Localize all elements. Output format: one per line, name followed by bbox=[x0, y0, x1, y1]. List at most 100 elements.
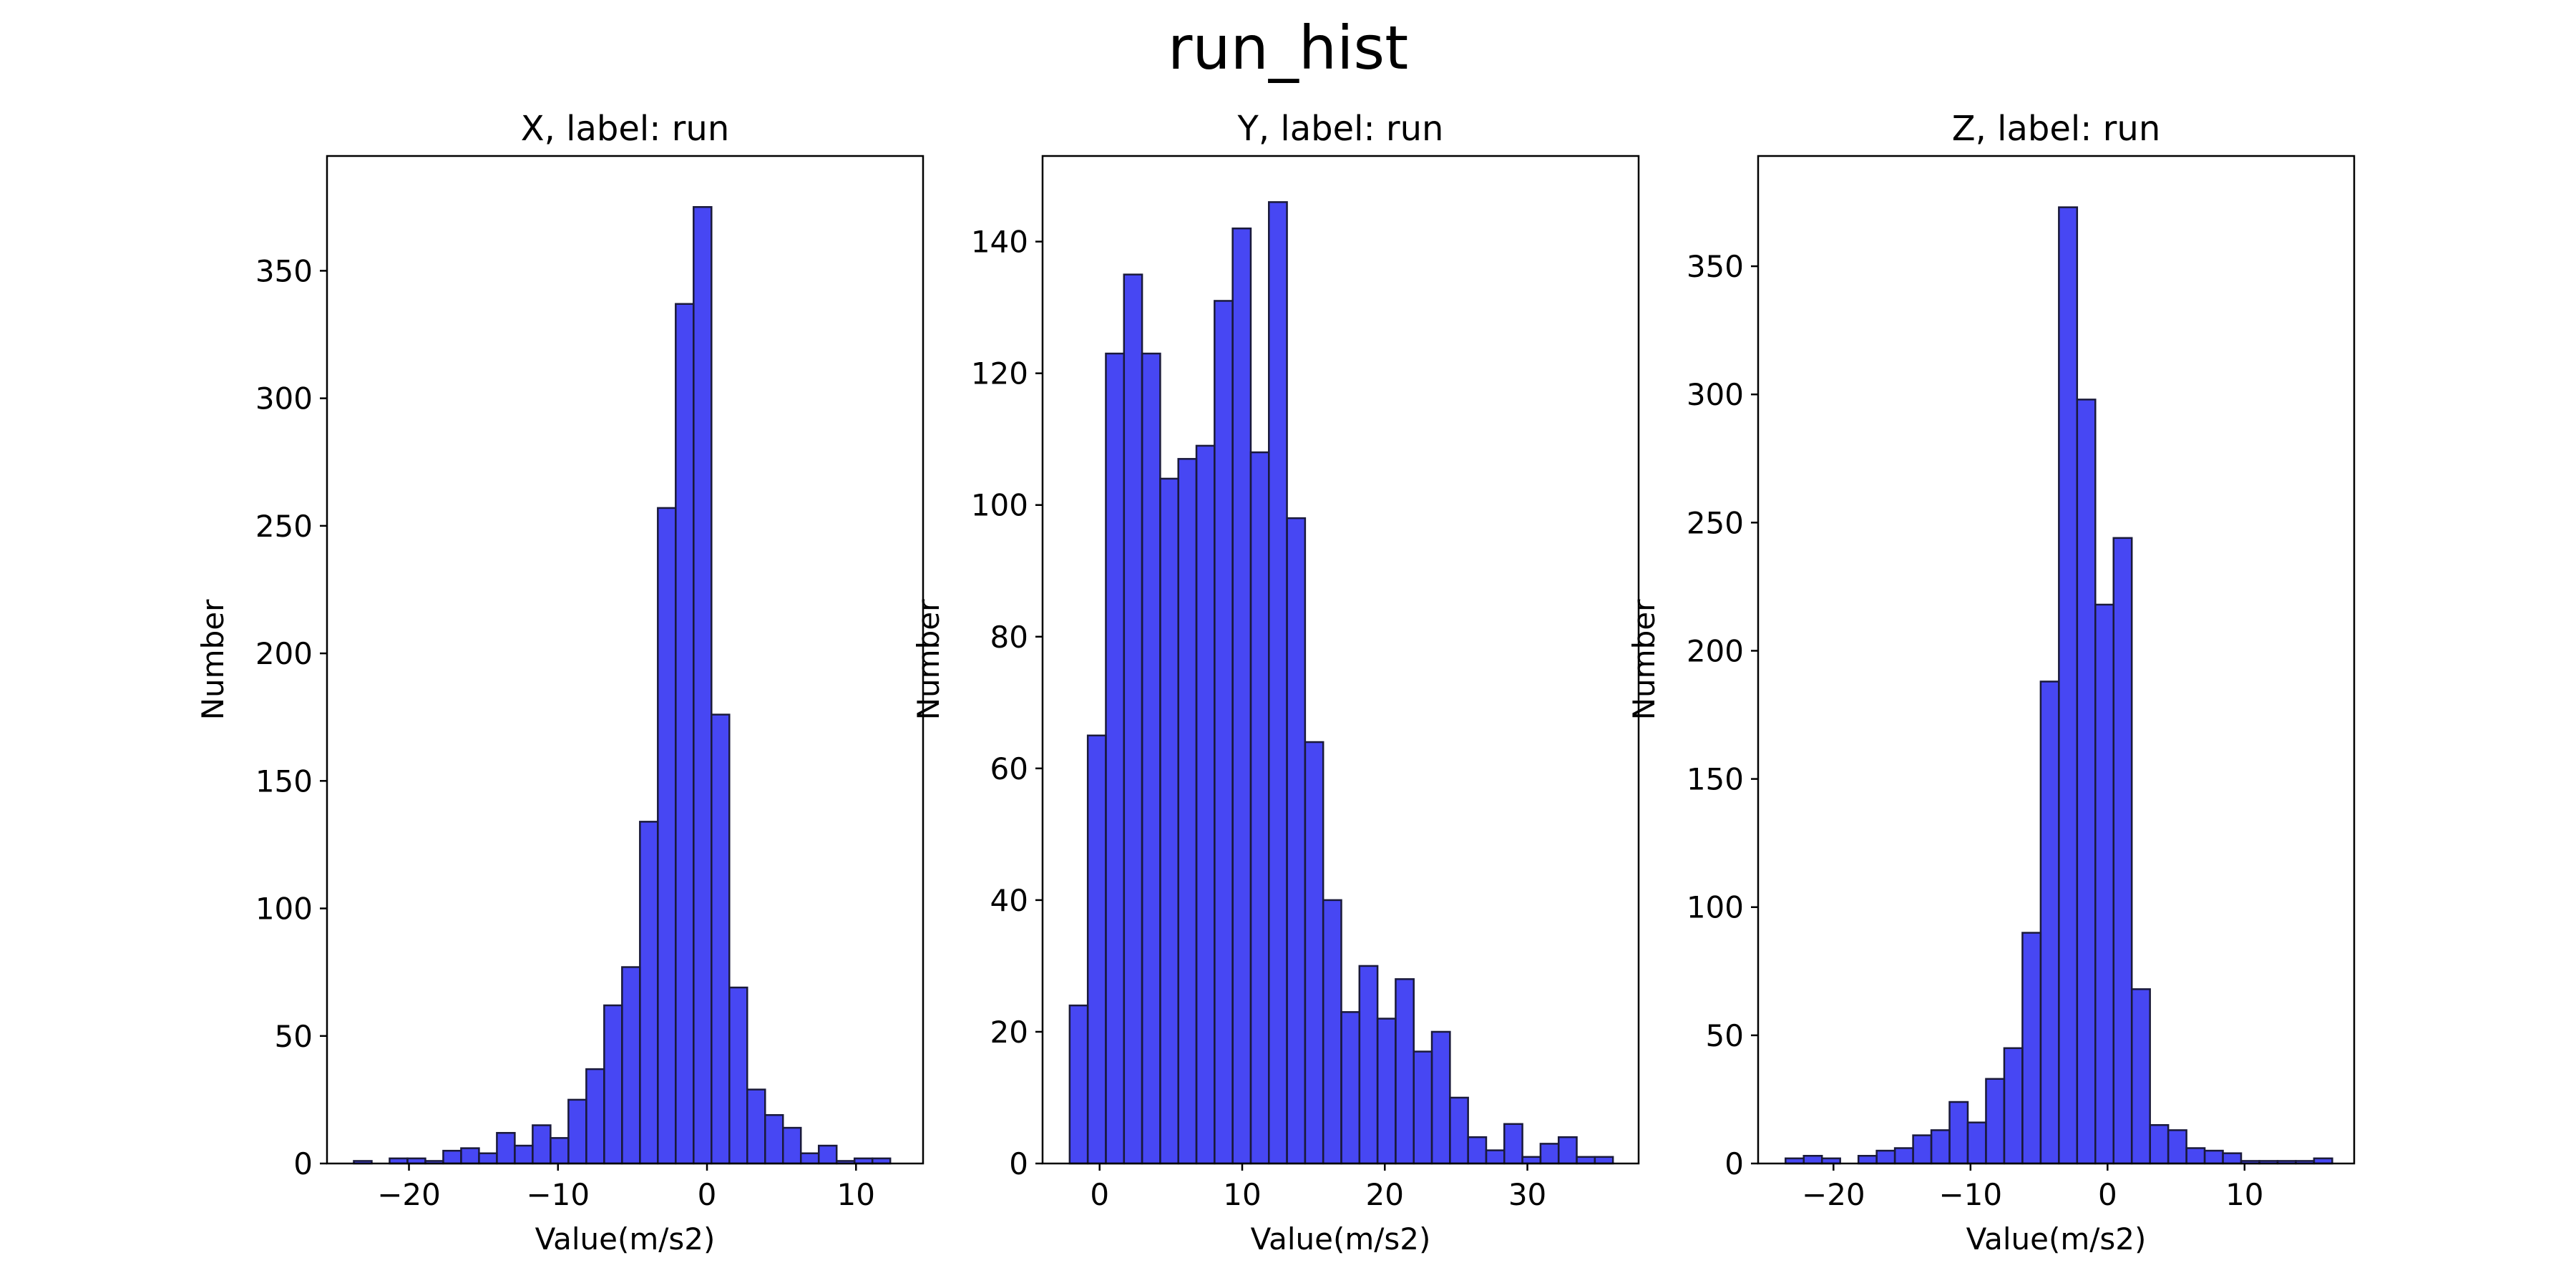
histogram-bar bbox=[2003, 1047, 2024, 1165]
axes-frame bbox=[1041, 155, 1640, 1165]
histogram-bar bbox=[675, 303, 695, 1165]
histogram-bar bbox=[1893, 1147, 1914, 1165]
y-tick-label: 120 bbox=[971, 356, 1028, 391]
y-tick-label: 300 bbox=[1687, 377, 1744, 412]
x-axis-label: Value(m/s2) bbox=[1966, 1221, 2147, 1257]
subplot-title: X, label: run bbox=[521, 109, 730, 149]
histogram-bar bbox=[496, 1131, 516, 1165]
histogram-bar bbox=[1539, 1143, 1560, 1165]
histogram-bar bbox=[442, 1149, 462, 1165]
histogram-bar bbox=[2203, 1149, 2224, 1165]
x-tick-label: −10 bbox=[526, 1177, 590, 1212]
histogram-bar bbox=[550, 1137, 570, 1165]
histogram-bar bbox=[1123, 273, 1143, 1165]
histogram-bar bbox=[1449, 1096, 1469, 1165]
y-tick-label: 50 bbox=[1706, 1018, 1744, 1053]
y-tick-label: 80 bbox=[990, 620, 1028, 655]
histogram-bar bbox=[1286, 517, 1307, 1165]
histogram-bar bbox=[1485, 1149, 1506, 1165]
histogram-bar bbox=[1802, 1155, 1823, 1165]
axes-frame bbox=[326, 155, 924, 1165]
histogram-bar bbox=[2130, 988, 2151, 1165]
histogram-bar bbox=[1086, 734, 1107, 1165]
y-tick-label: 0 bbox=[293, 1146, 313, 1181]
histogram-bar bbox=[1912, 1134, 1933, 1165]
histogram-bar bbox=[1467, 1136, 1488, 1165]
x-axis-label: Value(m/s2) bbox=[1251, 1221, 1431, 1257]
histogram-bar bbox=[2094, 603, 2114, 1165]
histogram-bar bbox=[460, 1147, 480, 1165]
histogram-bar bbox=[1985, 1078, 2006, 1165]
histogram-bar bbox=[1358, 965, 1379, 1165]
y-tick-label: 150 bbox=[255, 763, 313, 799]
y-tick-label: 250 bbox=[255, 509, 313, 544]
histogram-bar bbox=[2112, 537, 2133, 1165]
histogram-bar bbox=[817, 1144, 838, 1165]
y-tick-label: 100 bbox=[1687, 890, 1744, 925]
y-tick-label: 20 bbox=[990, 1015, 1028, 1050]
histogram-bar bbox=[514, 1144, 534, 1165]
histogram-bar bbox=[1068, 1004, 1089, 1165]
y-tick-label: 150 bbox=[1687, 762, 1744, 797]
histogram-bar bbox=[1503, 1123, 1523, 1165]
histogram-bar bbox=[1195, 444, 1216, 1165]
y-axis-label: Number bbox=[911, 599, 946, 720]
histogram-bar bbox=[585, 1068, 605, 1165]
histogram-bar bbox=[2039, 680, 2060, 1165]
y-tick-label: 60 bbox=[990, 751, 1028, 786]
histogram-bar bbox=[2149, 1124, 2170, 1165]
histogram-bar bbox=[621, 966, 641, 1165]
histogram-bar bbox=[1430, 1030, 1451, 1165]
histogram-bar bbox=[1376, 1018, 1397, 1165]
y-tick-label: 200 bbox=[255, 636, 313, 671]
axes-frame bbox=[1757, 155, 2356, 1165]
x-tick-label: −10 bbox=[1938, 1177, 2002, 1212]
histogram-bar bbox=[711, 713, 731, 1165]
subplot-title: Y, label: run bbox=[1237, 109, 1444, 149]
y-tick-label: 50 bbox=[275, 1019, 313, 1054]
histogram-bar bbox=[1304, 741, 1324, 1165]
x-tick-label: 20 bbox=[1366, 1177, 1404, 1212]
histogram-bar bbox=[1557, 1136, 1578, 1165]
y-tick-label: 0 bbox=[1009, 1146, 1028, 1181]
histogram-bar bbox=[728, 986, 748, 1165]
histogram-bar bbox=[639, 821, 659, 1165]
histogram-bar bbox=[2167, 1129, 2187, 1165]
histogram-bar bbox=[567, 1098, 587, 1165]
histogram-bar bbox=[1105, 352, 1126, 1165]
histogram-bar bbox=[1576, 1156, 1596, 1165]
histogram-bar bbox=[2058, 206, 2079, 1165]
x-tick-label: 10 bbox=[1223, 1177, 1261, 1212]
histogram-bar bbox=[1231, 227, 1252, 1165]
histogram-bar bbox=[532, 1124, 552, 1165]
histogram-bar bbox=[799, 1152, 820, 1165]
histogram-bar bbox=[1594, 1156, 1614, 1165]
histogram-bar bbox=[2222, 1152, 2243, 1165]
y-tick-label: 0 bbox=[1724, 1146, 1744, 1181]
histogram-bar bbox=[1141, 352, 1161, 1165]
histogram-bar bbox=[1214, 300, 1234, 1165]
histogram-bar bbox=[1159, 477, 1179, 1165]
figure-title: run_hist bbox=[1167, 13, 1409, 83]
x-tick-label: 0 bbox=[698, 1177, 717, 1212]
histogram-bar bbox=[1930, 1129, 1951, 1165]
histogram-bar bbox=[693, 206, 713, 1165]
y-tick-label: 300 bbox=[255, 381, 313, 416]
x-tick-label: 10 bbox=[837, 1177, 875, 1212]
x-tick-label: −20 bbox=[377, 1177, 441, 1212]
histogram-bar bbox=[1857, 1155, 1878, 1165]
histogram-bar bbox=[2021, 932, 2042, 1165]
histogram-bar bbox=[764, 1114, 784, 1165]
histogram-bar bbox=[1521, 1156, 1542, 1165]
histogram-bar bbox=[603, 1004, 623, 1165]
histogram-bar bbox=[1966, 1121, 1987, 1165]
histogram-bar bbox=[746, 1088, 766, 1165]
histogram-bar bbox=[1340, 1011, 1361, 1165]
x-tick-label: 0 bbox=[2098, 1177, 2117, 1212]
y-tick-label: 100 bbox=[971, 488, 1028, 523]
histogram-bar bbox=[1322, 899, 1342, 1165]
histogram-bar bbox=[2076, 399, 2097, 1165]
